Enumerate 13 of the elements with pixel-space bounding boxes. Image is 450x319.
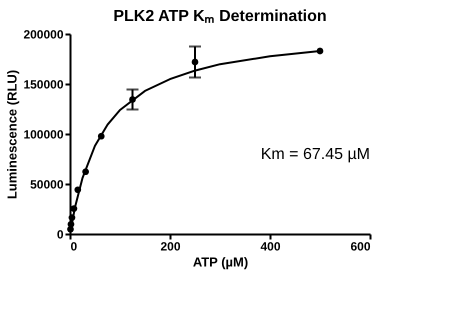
y-tick-label: 0	[56, 228, 64, 242]
x-tick-label: 600	[350, 240, 371, 254]
annotation: Km = 67.45 µM	[260, 146, 370, 163]
y-tick-label: 100000	[23, 128, 64, 142]
x-tick-label: 0	[70, 240, 78, 254]
y-tick-label: 150000	[23, 78, 64, 92]
y-tick-label: 50000	[30, 178, 64, 192]
y-tick-label: 200000	[23, 28, 64, 42]
x-tick-label: 200	[160, 240, 181, 254]
y-axis-title: Luminescence (RLU)	[4, 70, 20, 200]
x-tick-label: 400	[260, 240, 281, 254]
chart-title: PLK2 ATP Kₘ Determination	[113, 8, 327, 25]
x-axis-title: ATP (µM)	[192, 254, 248, 270]
